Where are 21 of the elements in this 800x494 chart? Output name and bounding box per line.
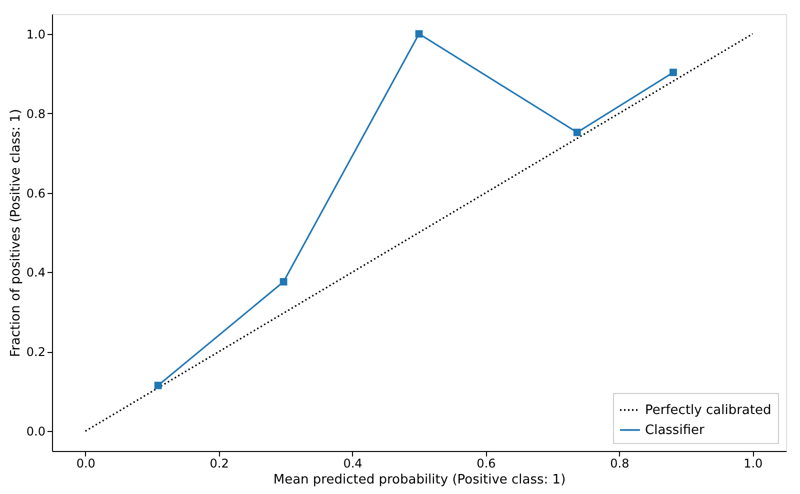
y-tick-label: 0.0 [26,424,46,439]
y-axis-title: Fraction of positives (Positive class: 1) [8,108,24,358]
x-tick-label: 0.0 [76,456,96,470]
y-tick-label: 0.4 [26,266,46,280]
x-axis-title: Mean predicted probability (Positive class: 1) [273,472,566,488]
point [415,30,423,38]
y-tick-label: 1.0 [26,27,46,42]
y-tick-label: 0.2 [26,345,46,360]
point [670,68,677,76]
y-tick-label: 0.8 [26,106,46,121]
x-tick-label: 0.8 [610,456,630,470]
x-tick-label: 0.2 [210,456,229,470]
x-tick-label: 0.4 [343,456,362,470]
legend-label: Perfectly calibrated [645,403,772,418]
point [280,278,288,286]
legend-label: Classifier [645,423,705,438]
x-tick-label: 0.6 [476,456,496,470]
y-tick-label: 0.6 [26,186,46,200]
point [154,382,162,390]
point [573,128,581,136]
x-tick-label: 1.0 [744,456,763,470]
